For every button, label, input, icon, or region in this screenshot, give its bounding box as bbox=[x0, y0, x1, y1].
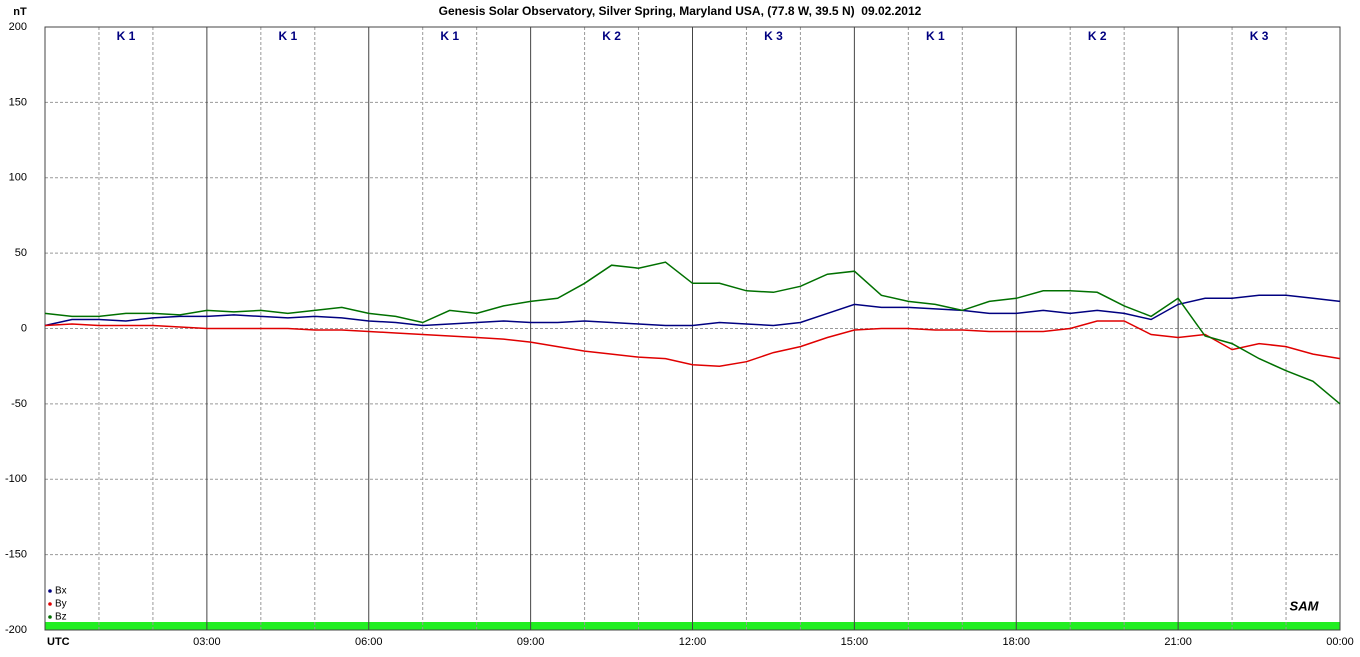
data-line bbox=[44, 294, 1341, 327]
plot-frame bbox=[44, 26, 1341, 631]
y-axis-label: nT bbox=[13, 6, 27, 18]
x-tick-label: 00:00 bbox=[1326, 636, 1354, 648]
x-tick-label: UTC bbox=[47, 636, 70, 648]
k-index-label: K 1 bbox=[117, 29, 136, 43]
k-index-label: K 3 bbox=[1250, 29, 1269, 43]
x-tick-label: 09:00 bbox=[517, 636, 545, 648]
data-line bbox=[44, 261, 1341, 405]
y-tick-label: 100 bbox=[9, 172, 27, 184]
x-tick-label: 06:00 bbox=[355, 636, 383, 648]
data-line bbox=[44, 320, 1341, 367]
k-index-label: K 2 bbox=[1088, 29, 1107, 43]
legend-label: Bz bbox=[55, 612, 67, 623]
y-tick-label: -50 bbox=[11, 398, 27, 410]
legend-marker bbox=[48, 589, 52, 593]
k-index-label: K 1 bbox=[278, 29, 297, 43]
x-tick-label: 15:00 bbox=[841, 636, 869, 648]
y-tick-label: 200 bbox=[9, 21, 27, 33]
y-tick-label: 0 bbox=[21, 322, 27, 334]
k-index-label: K 1 bbox=[926, 29, 945, 43]
k-index-label: K 1 bbox=[440, 29, 459, 43]
k-index-label: K 2 bbox=[602, 29, 621, 43]
y-tick-label: -150 bbox=[5, 549, 27, 561]
chart-title: Genesis Solar Observatory, Silver Spring… bbox=[439, 4, 922, 18]
x-tick-label: 03:00 bbox=[193, 636, 221, 648]
x-tick-label: 18:00 bbox=[1002, 636, 1030, 648]
legend-label: Bx bbox=[55, 586, 67, 597]
legend-marker bbox=[48, 615, 52, 619]
y-tick-label: -200 bbox=[5, 624, 27, 636]
y-tick-label: 50 bbox=[15, 247, 27, 259]
k-index-label: K 3 bbox=[764, 29, 783, 43]
y-tick-label: 150 bbox=[9, 96, 27, 108]
legend-marker bbox=[48, 602, 52, 606]
x-tick-label: 21:00 bbox=[1164, 636, 1192, 648]
y-tick-label: -100 bbox=[5, 473, 27, 485]
logo: SAM bbox=[1290, 598, 1320, 613]
legend-label: By bbox=[55, 599, 67, 610]
x-tick-label: 12:00 bbox=[679, 636, 707, 648]
